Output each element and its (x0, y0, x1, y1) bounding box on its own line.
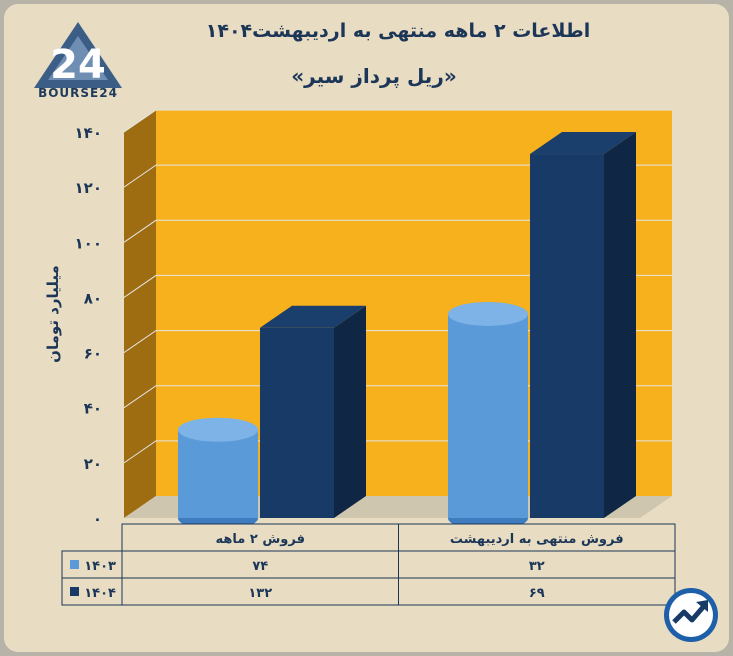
y-tick-label: ۰ (93, 510, 102, 528)
bar-top (530, 132, 636, 155)
data-label: ۳۲ (529, 559, 545, 574)
gridline (123, 109, 672, 133)
logo-mark: 24 (50, 42, 106, 88)
bar-chart: ۰ ۲۰ ۴۰ ۶۰ ۸۰ ۱۰۰ ۱۲۰ ۱۴۰ فروش منتهی به اردیبهشت… (61, 109, 676, 606)
y-tick-label: ۲۰ (84, 455, 102, 473)
gridline (123, 274, 672, 298)
table-row (61, 550, 676, 579)
chart-title: اطلاعات ۲ ماهه منتهی به اردیبهشت۱۴۰۴ (205, 20, 591, 42)
bar-body (448, 313, 528, 518)
bar-1404-1 (530, 154, 604, 519)
bourse24-logo-icon: 24 (34, 22, 122, 88)
gridline (123, 219, 672, 243)
data-label: ۷۴ (252, 559, 268, 574)
bar-side (604, 132, 636, 519)
y-tick-label: ۱۴۰ (75, 124, 102, 142)
chart-subtitle: «ریل پرداز سیر» (291, 64, 457, 88)
legend-label: ۱۴۰۴ (84, 586, 116, 601)
category-label: فروش ۲ ماهه (216, 532, 305, 547)
chart-card: 24 BOURSE24 اطلاعات ۲ ماهه منتهی به اردی… (4, 4, 729, 652)
legend-swatch (70, 587, 79, 596)
side-wall (124, 110, 156, 518)
y-tick-label: ۴۰ (84, 400, 102, 418)
data-label: ۱۳۲ (248, 586, 272, 601)
legend-label: ۱۴۰۳ (84, 559, 116, 574)
bar-side (334, 305, 366, 518)
bar-body (178, 429, 258, 518)
bar-cap (448, 301, 528, 326)
logo-text: BOURSE24 (38, 86, 118, 100)
table-row (61, 577, 676, 606)
bar-cap (178, 417, 258, 442)
category-label: فروش منتهی به اردیبهشت (450, 532, 624, 547)
y-axis-label: میلیارد تومان (44, 265, 62, 363)
y-tick-label: ۶۰ (84, 345, 102, 363)
data-label: ۶۹ (529, 586, 545, 601)
trend-arrow-badge-icon (664, 588, 718, 642)
y-tick-label: ۱۰۰ (75, 234, 102, 252)
legend-swatch (70, 560, 79, 569)
y-tick-label: ۱۲۰ (75, 179, 102, 197)
y-tick-label: ۸۰ (84, 289, 102, 307)
bar-1404-0 (260, 327, 334, 518)
bar-top (260, 305, 366, 328)
gridline (123, 164, 672, 188)
